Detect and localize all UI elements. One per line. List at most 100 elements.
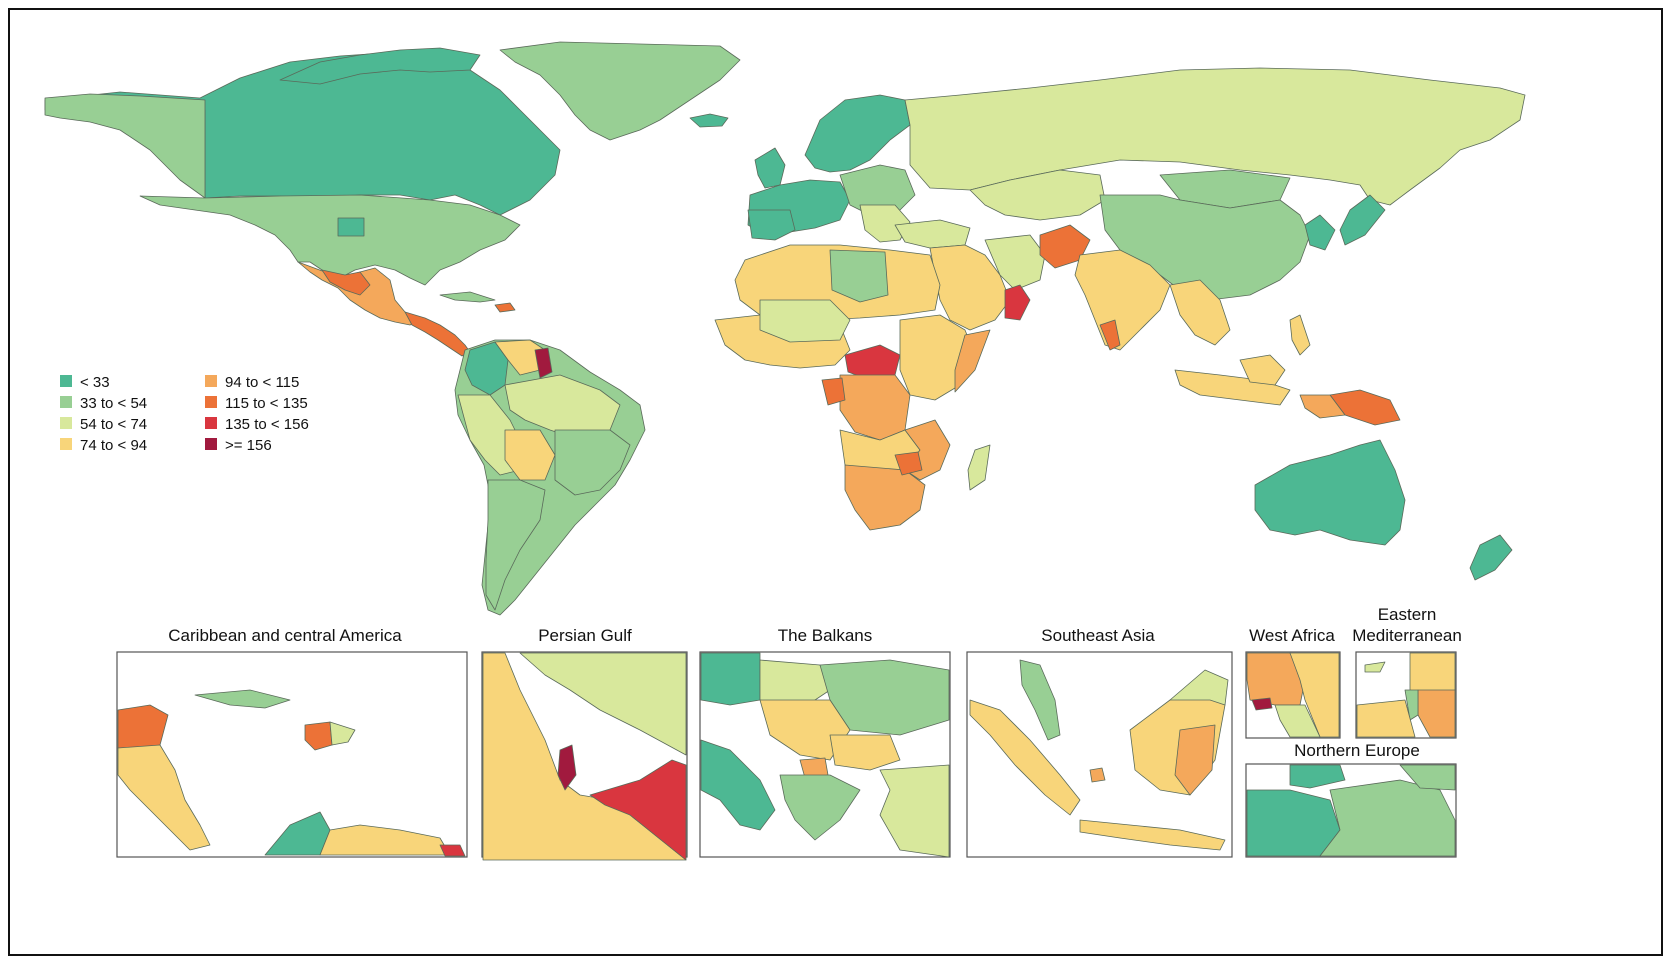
inset-em-cyprus bbox=[1364, 661, 1386, 673]
inset-ne-germany bbox=[1246, 789, 1341, 857]
inset-southeast-asia: Southeast Asia bbox=[966, 626, 1233, 858]
region-papua bbox=[1299, 394, 1346, 419]
inset-sea-java bbox=[1079, 819, 1226, 851]
region-iran bbox=[984, 234, 1046, 291]
inset-bk-bulgaria bbox=[829, 734, 901, 771]
inset-ne-scandinavia bbox=[1289, 764, 1346, 789]
inset-bk-austria bbox=[700, 652, 761, 706]
asia bbox=[904, 67, 1526, 426]
inset-car-hispaniola bbox=[304, 721, 333, 751]
legend-swatch-4 bbox=[205, 375, 217, 387]
region-hispaniola bbox=[494, 302, 516, 313]
region-brazil-east bbox=[554, 429, 631, 496]
region-somalia bbox=[954, 329, 991, 393]
inset-wa-guinea bbox=[1274, 704, 1321, 738]
inset-wa-guinea-bissau bbox=[1251, 697, 1273, 711]
region-iberia bbox=[747, 209, 796, 241]
region-india bbox=[1074, 249, 1171, 351]
inset-sea-bangka bbox=[1089, 767, 1106, 783]
legend-label-6: 135 to < 156 bbox=[225, 416, 309, 433]
region-north-mexico bbox=[321, 269, 371, 296]
region-southeast-asia-mainland bbox=[1169, 279, 1231, 346]
inset-em-egypt bbox=[1356, 699, 1416, 738]
region-uk bbox=[754, 147, 786, 189]
legend-swatch-1 bbox=[60, 396, 72, 408]
region-korea-japan bbox=[1304, 194, 1386, 251]
region-arctic-islands bbox=[279, 47, 481, 85]
inset-title-west-africa: West Africa bbox=[1249, 626, 1335, 645]
legend-label-2: 54 to < 74 bbox=[80, 416, 147, 433]
legend-label-7: >= 156 bbox=[225, 437, 272, 454]
inset-car-yucatan bbox=[117, 704, 169, 751]
inset-caribbean: Caribbean and central America bbox=[116, 626, 468, 858]
region-iceland bbox=[689, 113, 729, 128]
region-borneo bbox=[1239, 354, 1286, 386]
region-india-orange bbox=[1099, 319, 1121, 351]
region-balkans-main bbox=[859, 204, 911, 243]
region-philippines bbox=[1289, 314, 1311, 356]
region-kazakhstan bbox=[969, 169, 1106, 221]
inset-car-guyana bbox=[439, 844, 466, 857]
inset-title-persian-gulf: Persian Gulf bbox=[538, 626, 632, 645]
inset-title-northern-europe: Northern Europe bbox=[1294, 741, 1420, 760]
region-libya bbox=[829, 249, 889, 303]
inset-title-eastern-med-1: Eastern bbox=[1378, 605, 1437, 624]
north-america bbox=[44, 47, 561, 357]
inset-title-caribbean: Caribbean and central America bbox=[168, 626, 402, 645]
inset-northern-europe: Northern Europe bbox=[1245, 741, 1457, 858]
inset-eastern-med: Eastern Mediterranean bbox=[1352, 605, 1462, 739]
legend-label-4: 94 to < 115 bbox=[225, 374, 299, 391]
legend-label-1: 33 to < 54 bbox=[80, 395, 147, 412]
inset-ne-baltics bbox=[1399, 764, 1456, 791]
region-turkey bbox=[894, 219, 971, 249]
inset-title-southeast-asia: Southeast Asia bbox=[1041, 626, 1155, 645]
region-scandinavia bbox=[804, 94, 911, 173]
inset-pg-iran bbox=[519, 652, 687, 756]
inset-car-cuba bbox=[194, 689, 291, 709]
region-brazil-south bbox=[504, 429, 556, 481]
legend-swatch-5 bbox=[205, 396, 217, 408]
region-sahel bbox=[759, 299, 851, 343]
inset-west-africa: West Africa bbox=[1245, 626, 1341, 739]
legend-label-3: 74 to < 94 bbox=[80, 437, 147, 454]
inset-bk-italy bbox=[700, 739, 776, 831]
inset-bk-serbia bbox=[759, 699, 851, 761]
region-zimbabwe bbox=[894, 451, 923, 476]
inset-sea-malaysia bbox=[1019, 659, 1061, 741]
legend-swatch-0 bbox=[60, 375, 72, 387]
inset-balkans: The Balkans bbox=[699, 626, 951, 858]
region-oman bbox=[1004, 284, 1031, 321]
region-congo bbox=[839, 374, 911, 441]
region-gabon bbox=[821, 377, 846, 406]
inset-pg-uae bbox=[589, 759, 687, 861]
region-alaska bbox=[44, 93, 206, 199]
legend-swatch-6 bbox=[205, 417, 217, 429]
inset-title-balkans: The Balkans bbox=[778, 626, 873, 645]
inset-car-central bbox=[117, 744, 211, 851]
legend-label-0: < 33 bbox=[80, 374, 110, 391]
region-australia bbox=[1254, 439, 1406, 546]
legend: < 33 33 to < 54 54 to < 74 74 to < 94 94 to … bbox=[60, 374, 309, 454]
region-new-zealand bbox=[1469, 534, 1513, 581]
region-southern-africa bbox=[844, 464, 926, 531]
region-argentina bbox=[485, 479, 546, 611]
inset-sea-sumatra bbox=[969, 699, 1081, 816]
inset-bk-turkey bbox=[879, 764, 950, 858]
inset-pg-arabia bbox=[482, 652, 687, 861]
legend-label-5: 115 to < 135 bbox=[225, 395, 308, 412]
legend-swatch-2 bbox=[60, 417, 72, 429]
inset-sea-sabah bbox=[1169, 669, 1229, 706]
inset-em-israel bbox=[1404, 689, 1419, 721]
region-central-europe bbox=[839, 164, 916, 216]
south-america bbox=[454, 339, 646, 616]
region-colorado bbox=[337, 217, 365, 237]
inset-sea-borneo-orange bbox=[1174, 724, 1216, 796]
region-central-america bbox=[404, 311, 471, 357]
legend-swatch-3 bbox=[60, 438, 72, 450]
inset-car-dominican bbox=[329, 721, 356, 746]
region-madagascar bbox=[967, 444, 991, 491]
europe bbox=[747, 94, 971, 249]
inset-persian-gulf: Persian Gulf bbox=[481, 626, 688, 861]
region-papua-new-guinea bbox=[1329, 389, 1401, 426]
